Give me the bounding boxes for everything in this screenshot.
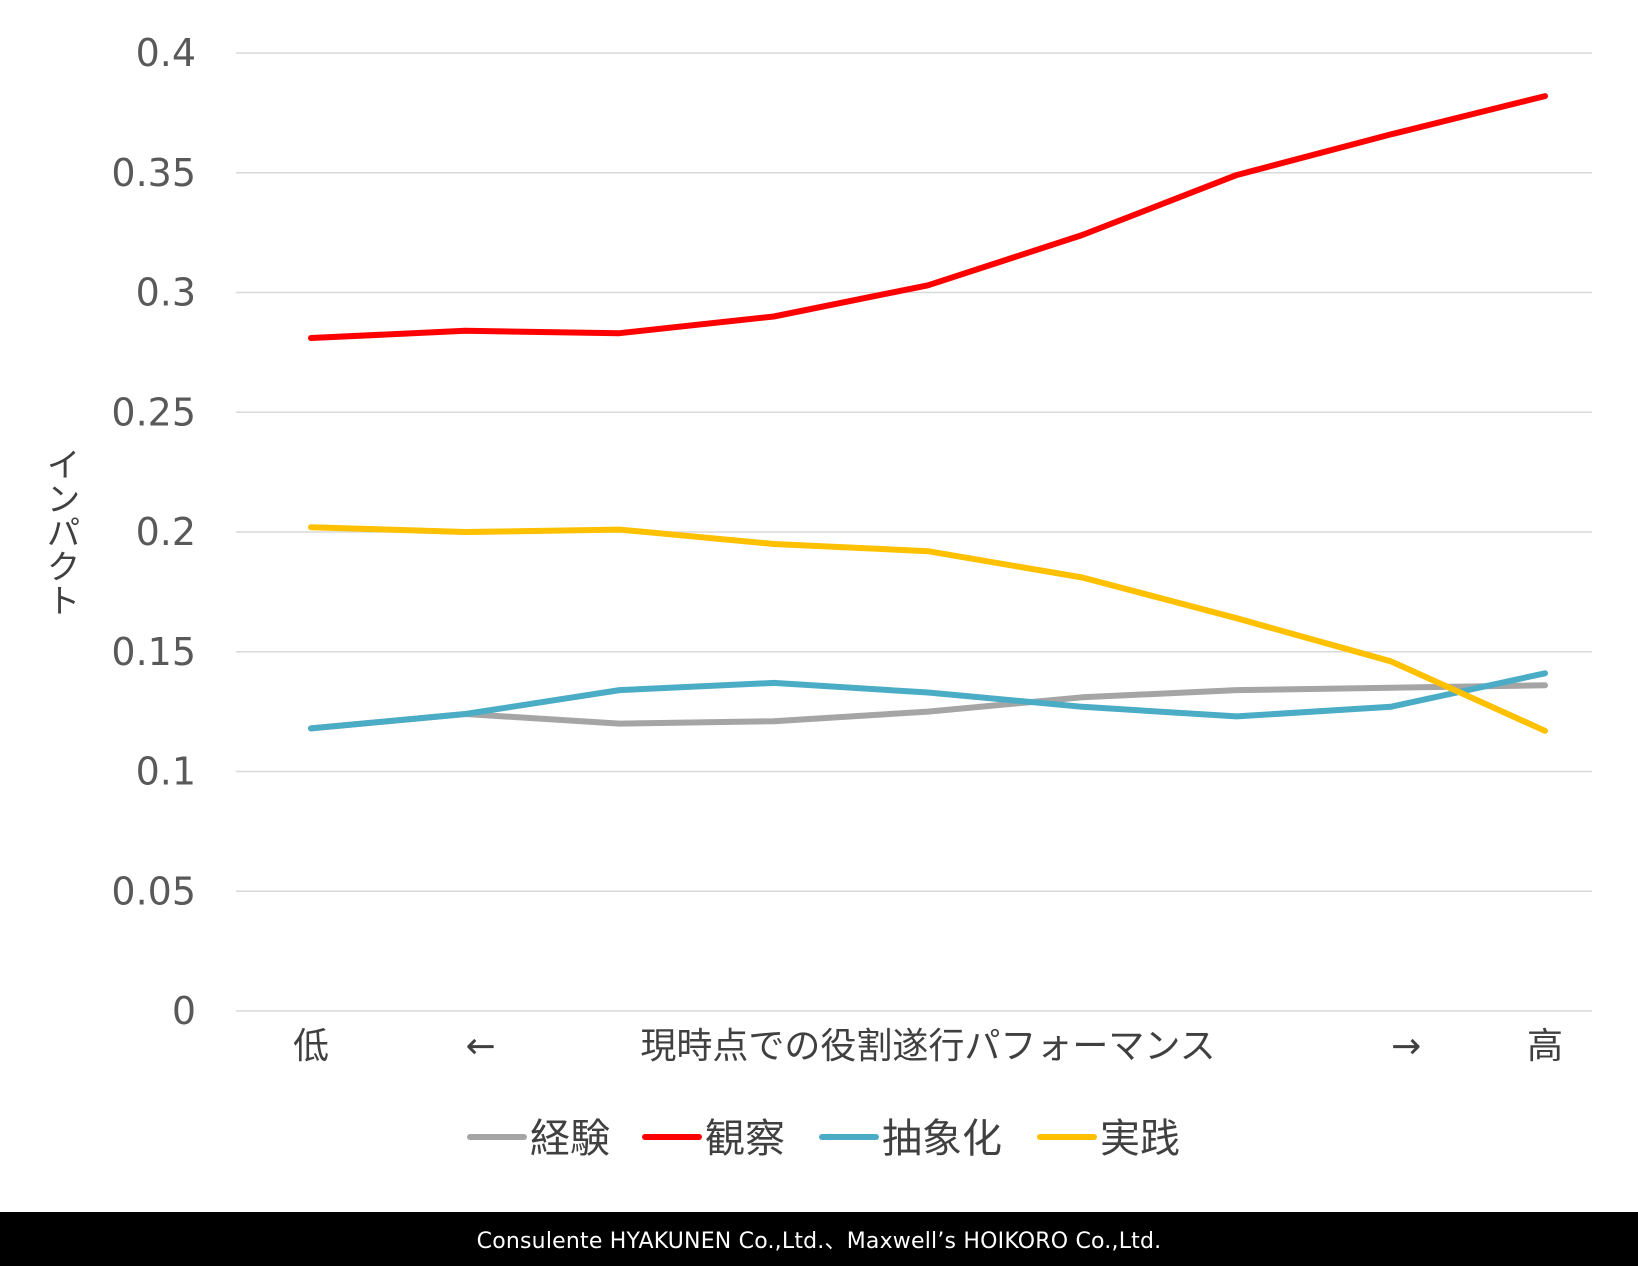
data-point bbox=[925, 709, 931, 715]
x-axis-label: 高 bbox=[1527, 1026, 1563, 1067]
data-point bbox=[617, 527, 623, 533]
chart-area: 0 0.05 0.1 0.15 0.2 0.25 0.3 0.35 0.4 低 ← 現時点での役割遂… bbox=[40, 31, 1592, 1162]
y-tick-label: 0.2 bbox=[136, 510, 196, 554]
data-point bbox=[771, 541, 777, 547]
data-point bbox=[771, 680, 777, 686]
y-tick-label: 0.35 bbox=[111, 151, 196, 195]
data-point bbox=[1388, 704, 1394, 710]
data-point bbox=[617, 721, 623, 727]
series-line-3 bbox=[308, 670, 1548, 732]
data-point bbox=[308, 524, 314, 530]
data-point bbox=[308, 335, 314, 341]
legend: 経験 観察 抽象化 実践 bbox=[467, 1116, 1180, 1162]
series-line-2 bbox=[308, 93, 1548, 341]
data-point bbox=[1234, 713, 1240, 719]
x-axis-label: → bbox=[1391, 1026, 1421, 1067]
data-point bbox=[925, 282, 931, 288]
data-point bbox=[1079, 704, 1085, 710]
data-point bbox=[771, 313, 777, 319]
data-point bbox=[462, 711, 468, 717]
data-point bbox=[1542, 670, 1548, 676]
data-point bbox=[1388, 658, 1394, 664]
data-point bbox=[308, 725, 314, 731]
legend-label: 実践 bbox=[1100, 1116, 1180, 1162]
legend-label: 抽象化 bbox=[882, 1116, 1002, 1162]
series-line-1 bbox=[308, 682, 1548, 732]
data-point bbox=[1542, 682, 1548, 688]
y-tick-label: 0.05 bbox=[111, 869, 196, 913]
data-point bbox=[1542, 728, 1548, 734]
y-tick-label: 0.25 bbox=[111, 390, 196, 434]
x-axis-label: 現時点での役割遂行パフォーマンス bbox=[640, 1026, 1215, 1067]
y-tick-label: 0.15 bbox=[111, 630, 196, 674]
data-point bbox=[1542, 93, 1548, 99]
data-point bbox=[925, 689, 931, 695]
legend-label: 観察 bbox=[705, 1116, 785, 1162]
data-point bbox=[462, 328, 468, 334]
data-point bbox=[1234, 172, 1240, 178]
x-axis-label: 低 bbox=[293, 1026, 329, 1067]
data-point bbox=[462, 529, 468, 535]
series-lines bbox=[308, 93, 1548, 734]
y-tick-label: 0.4 bbox=[136, 31, 196, 75]
y-tick-label: 0.3 bbox=[136, 271, 196, 315]
data-point bbox=[1079, 575, 1085, 581]
data-point bbox=[1388, 131, 1394, 137]
x-axis-labels: 低 ← 現時点での役割遂行パフォーマンス → 高 bbox=[293, 1026, 1563, 1067]
data-point bbox=[925, 548, 931, 554]
line-chart: 0 0.05 0.1 0.15 0.2 0.25 0.3 0.35 0.4 低 ← 現時点での役割遂… bbox=[40, 31, 1592, 1162]
footer-credit: Consulente HYAKUNEN Co.,Ltd.、Maxwell’s H… bbox=[476, 1229, 1162, 1254]
y-axis-title: インパクト bbox=[40, 447, 80, 617]
footer-bar: Consulente HYAKUNEN Co.,Ltd.、Maxwell’s H… bbox=[0, 1212, 1638, 1266]
data-point bbox=[617, 330, 623, 336]
legend-label: 経験 bbox=[530, 1116, 610, 1162]
x-axis-label: ← bbox=[466, 1026, 496, 1067]
data-point bbox=[1388, 685, 1394, 691]
y-tick-label: 0 bbox=[172, 989, 196, 1033]
data-point bbox=[617, 687, 623, 693]
data-point bbox=[1079, 694, 1085, 700]
data-point bbox=[1234, 615, 1240, 621]
data-point bbox=[771, 718, 777, 724]
series-line-4 bbox=[308, 524, 1548, 734]
y-tick-label: 0.1 bbox=[136, 750, 196, 794]
data-point bbox=[1234, 687, 1240, 693]
y-axis-tick-labels: 0 0.05 0.1 0.15 0.2 0.25 0.3 0.35 0.4 bbox=[111, 31, 196, 1033]
data-point bbox=[1079, 232, 1085, 238]
